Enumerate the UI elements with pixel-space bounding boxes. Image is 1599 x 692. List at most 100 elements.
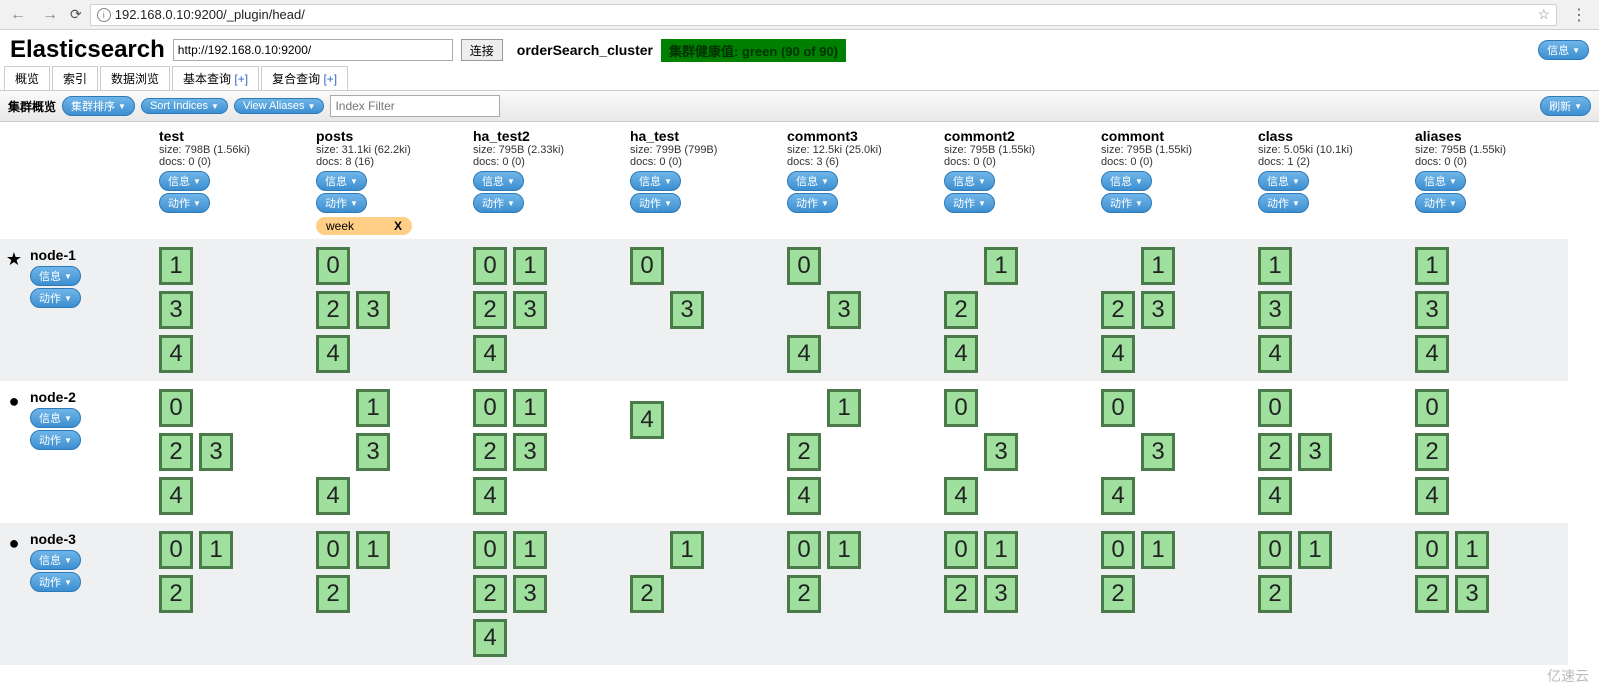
shard[interactable]: 4 — [630, 401, 664, 439]
index-name[interactable]: ha_test — [630, 128, 779, 144]
shard[interactable]: 2 — [159, 575, 193, 613]
shard[interactable]: 1 — [984, 247, 1018, 285]
cluster-sort-dropdown[interactable]: 集群排序▼ — [62, 96, 135, 116]
shard[interactable]: 4 — [944, 477, 978, 515]
sort-indices-dropdown[interactable]: Sort Indices▼ — [141, 98, 228, 114]
shard[interactable]: 3 — [513, 433, 547, 471]
shard[interactable]: 3 — [1141, 433, 1175, 471]
shard[interactable]: 4 — [787, 335, 821, 373]
shard[interactable]: 2 — [1101, 575, 1135, 613]
shard[interactable]: 4 — [787, 477, 821, 515]
index-name[interactable]: commont2 — [944, 128, 1093, 144]
shard[interactable]: 1 — [199, 531, 233, 569]
shard[interactable]: 1 — [670, 531, 704, 569]
shard[interactable]: 3 — [1141, 291, 1175, 329]
shard[interactable]: 4 — [1258, 335, 1292, 373]
node-action-button[interactable]: 动作▼ — [30, 430, 81, 450]
address-bar[interactable]: i ☆ — [90, 4, 1557, 26]
shard[interactable]: 4 — [1415, 477, 1449, 515]
shard[interactable]: 2 — [1258, 433, 1292, 471]
shard[interactable]: 3 — [1455, 575, 1489, 613]
index-action-button[interactable]: 动作▼ — [787, 193, 838, 213]
shard[interactable]: 1 — [1141, 531, 1175, 569]
index-info-button[interactable]: 信息▼ — [1101, 171, 1152, 191]
shard[interactable]: 1 — [827, 531, 861, 569]
shard[interactable]: 4 — [316, 477, 350, 515]
shard[interactable]: 3 — [356, 291, 390, 329]
shard[interactable]: 2 — [1415, 433, 1449, 471]
bookmark-star-icon[interactable]: ☆ — [1537, 6, 1550, 23]
shard[interactable]: 2 — [944, 575, 978, 613]
shard[interactable]: 2 — [944, 291, 978, 329]
shard[interactable]: 3 — [159, 291, 193, 329]
index-info-button[interactable]: 信息▼ — [473, 171, 524, 191]
alias-remove-icon[interactable]: X — [394, 219, 402, 233]
shard[interactable]: 0 — [159, 531, 193, 569]
nav-back-icon[interactable]: ← — [6, 6, 30, 24]
shard[interactable]: 1 — [984, 531, 1018, 569]
url-input[interactable] — [115, 7, 1534, 22]
shard[interactable]: 4 — [316, 335, 350, 373]
shard[interactable]: 2 — [1258, 575, 1292, 613]
shard[interactable]: 0 — [787, 247, 821, 285]
shard[interactable]: 1 — [1258, 247, 1292, 285]
shard[interactable]: 2 — [1415, 575, 1449, 613]
shard[interactable]: 0 — [944, 531, 978, 569]
node-name[interactable]: node-2 — [30, 389, 81, 405]
shard[interactable]: 0 — [1258, 389, 1292, 427]
shard[interactable]: 2 — [787, 433, 821, 471]
tab-overview[interactable]: 概览 — [4, 66, 50, 90]
shard[interactable]: 0 — [787, 531, 821, 569]
index-action-button[interactable]: 动作▼ — [1415, 193, 1466, 213]
shard[interactable]: 1 — [1141, 247, 1175, 285]
shard[interactable]: 1 — [513, 247, 547, 285]
shard[interactable]: 3 — [199, 433, 233, 471]
shard[interactable]: 0 — [473, 531, 507, 569]
index-name[interactable]: commont3 — [787, 128, 936, 144]
shard[interactable]: 4 — [159, 335, 193, 373]
index-action-button[interactable]: 动作▼ — [159, 193, 210, 213]
shard[interactable]: 1 — [159, 247, 193, 285]
shard[interactable]: 3 — [827, 291, 861, 329]
index-action-button[interactable]: 动作▼ — [473, 193, 524, 213]
index-action-button[interactable]: 动作▼ — [1258, 193, 1309, 213]
index-info-button[interactable]: 信息▼ — [787, 171, 838, 191]
shard[interactable]: 1 — [513, 389, 547, 427]
index-info-button[interactable]: 信息▼ — [1258, 171, 1309, 191]
index-action-button[interactable]: 动作▼ — [1101, 193, 1152, 213]
shard[interactable]: 1 — [1455, 531, 1489, 569]
shard[interactable]: 4 — [473, 477, 507, 515]
shard[interactable]: 4 — [1101, 477, 1135, 515]
tab-browse[interactable]: 数据浏览 — [100, 66, 170, 90]
connect-button[interactable]: 连接 — [461, 39, 503, 61]
shard[interactable]: 1 — [356, 389, 390, 427]
index-action-button[interactable]: 动作▼ — [944, 193, 995, 213]
browser-menu-icon[interactable]: ⋮ — [1565, 5, 1593, 25]
shard[interactable]: 0 — [1415, 531, 1449, 569]
shard[interactable]: 2 — [316, 291, 350, 329]
index-info-button[interactable]: 信息▼ — [1415, 171, 1466, 191]
nav-forward-icon[interactable]: → — [38, 6, 62, 24]
shard[interactable]: 3 — [670, 291, 704, 329]
shard[interactable]: 2 — [473, 291, 507, 329]
index-info-button[interactable]: 信息▼ — [944, 171, 995, 191]
view-aliases-dropdown[interactable]: View Aliases▼ — [234, 98, 324, 114]
shard[interactable]: 4 — [473, 335, 507, 373]
index-action-button[interactable]: 动作▼ — [630, 193, 681, 213]
shard[interactable]: 4 — [159, 477, 193, 515]
shard[interactable]: 0 — [1101, 531, 1135, 569]
shard[interactable]: 3 — [513, 575, 547, 613]
shard[interactable]: 2 — [159, 433, 193, 471]
shard[interactable]: 0 — [1258, 531, 1292, 569]
shard[interactable]: 3 — [356, 433, 390, 471]
shard[interactable]: 0 — [473, 389, 507, 427]
shard[interactable]: 3 — [1415, 291, 1449, 329]
index-name[interactable]: test — [159, 128, 308, 144]
tab-index[interactable]: 索引 — [52, 66, 98, 90]
tab-compound-query[interactable]: 复合查询 [+] — [261, 66, 348, 90]
index-action-button[interactable]: 动作▼ — [316, 193, 367, 213]
index-info-button[interactable]: 信息▼ — [159, 171, 210, 191]
shard[interactable]: 1 — [827, 389, 861, 427]
node-name[interactable]: node-1 — [30, 247, 81, 263]
shard[interactable]: 4 — [1101, 335, 1135, 373]
